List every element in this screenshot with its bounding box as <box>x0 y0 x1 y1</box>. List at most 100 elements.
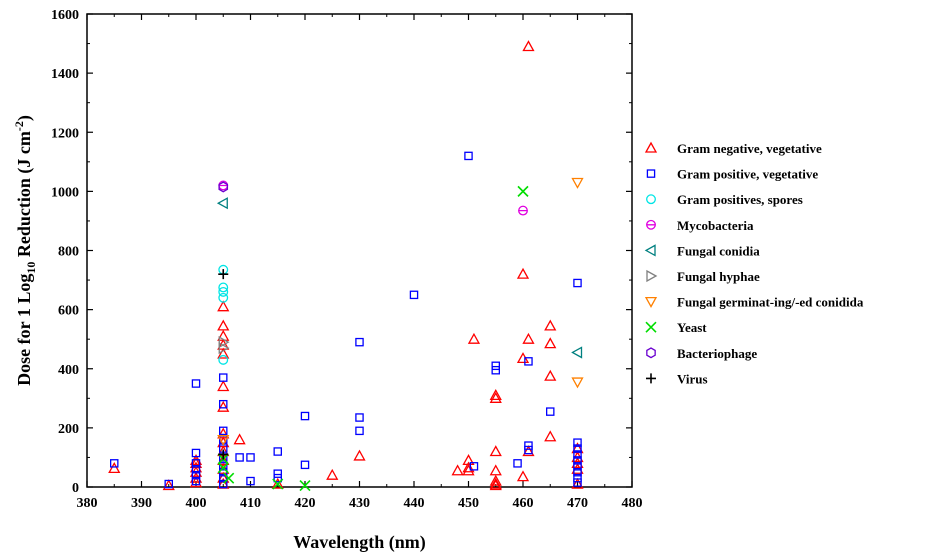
data-point <box>218 336 230 349</box>
data-point <box>271 477 284 489</box>
data-point <box>544 430 557 442</box>
x-tick-label: 380 <box>77 496 98 511</box>
series-6 <box>218 336 230 355</box>
data-point <box>233 433 246 445</box>
data-point <box>489 477 502 489</box>
legend-label: Fungal hyphae <box>677 269 760 284</box>
data-point <box>524 441 533 450</box>
data-point <box>571 377 584 389</box>
y-tick-label: 200 <box>58 422 79 437</box>
data-point <box>462 454 475 466</box>
data-point <box>571 177 584 189</box>
x-tick-label: 410 <box>240 496 261 511</box>
data-point <box>191 470 201 480</box>
legend-entry: Fungal germinat-ing/-ed conidida <box>644 295 864 310</box>
y-axis-title: Dose for 1 Log10 Reduction (J cm-2) <box>12 115 38 386</box>
data-point <box>571 477 584 489</box>
legend-marker <box>644 296 658 308</box>
data-point <box>489 389 502 401</box>
legend-entry: Fungal conidia <box>644 243 760 258</box>
data-point <box>489 445 502 457</box>
series-4 <box>218 180 528 216</box>
series-7 <box>217 177 584 447</box>
data-point <box>218 341 230 355</box>
x-tick-label: 470 <box>567 496 588 511</box>
data-point <box>218 269 229 280</box>
data-point <box>573 456 582 465</box>
data-point <box>355 426 364 436</box>
data-point <box>489 464 502 476</box>
legend-label: Yeast <box>677 320 707 335</box>
data-point <box>516 267 530 279</box>
legend: Gram negative, vegetative Gram positive, … <box>644 141 864 386</box>
legend-label: Bacteriophage <box>677 346 757 361</box>
data-point <box>517 185 529 197</box>
x-axis-title: Wavelength (nm) <box>293 532 426 553</box>
legend-entry: Fungal hyphae <box>646 269 760 284</box>
y-axis-title-part: ) <box>14 115 35 121</box>
data-point <box>451 464 464 476</box>
y-axis-title-superscript: -2 <box>12 121 26 131</box>
series-10 <box>218 269 229 460</box>
data-point <box>300 411 310 421</box>
y-tick-label: 1400 <box>51 67 79 82</box>
data-point <box>218 449 229 460</box>
data-point <box>573 467 582 477</box>
data-point <box>524 357 533 366</box>
data-point <box>299 479 311 492</box>
data-point <box>516 470 530 482</box>
data-point <box>273 469 282 478</box>
data-point <box>217 347 230 359</box>
legend-label: Gram positive, vegetative <box>677 167 818 182</box>
data-point <box>235 453 244 462</box>
data-point <box>573 478 582 487</box>
data-point <box>491 365 500 375</box>
legend-entry: Yeast <box>645 320 707 335</box>
data-point <box>218 292 229 303</box>
data-point <box>217 319 230 331</box>
x-tick-label: 420 <box>295 496 316 511</box>
legend-entry: Gram positives, spores <box>646 192 803 207</box>
x-tick-label: 440 <box>404 496 425 511</box>
plot-frame <box>86 13 633 488</box>
data-point <box>573 462 582 471</box>
data-point <box>467 332 481 344</box>
y-tick-label: 1600 <box>51 8 79 23</box>
data-point <box>223 472 235 484</box>
data-point <box>218 479 228 489</box>
data-point <box>573 473 582 483</box>
data-point <box>571 346 583 359</box>
data-point <box>191 476 201 486</box>
data-point <box>522 40 535 52</box>
data-point <box>217 435 230 447</box>
data-point <box>110 459 119 468</box>
series-1 <box>108 40 584 491</box>
data-point <box>218 286 229 297</box>
legend-entry: Gram negative, vegetative <box>644 141 822 156</box>
legend-marker <box>645 321 657 333</box>
x-tick-label: 460 <box>513 496 534 511</box>
data-point <box>246 476 255 486</box>
data-point <box>217 462 229 474</box>
data-point <box>218 473 228 483</box>
data-point <box>522 445 535 457</box>
data-point <box>191 465 201 474</box>
data-point <box>355 413 364 422</box>
y-tick-label: 0 <box>72 481 79 496</box>
legend-entry: Gram positive, vegetative <box>646 167 818 182</box>
legend-label: Fungal germinat-ing/-ed conidida <box>677 295 864 310</box>
legend-marker <box>646 269 658 283</box>
data-point <box>218 399 228 409</box>
data-point <box>218 282 229 293</box>
data-point <box>300 460 310 470</box>
data-point <box>191 448 201 458</box>
legend-marker <box>646 373 656 384</box>
data-point <box>544 337 557 349</box>
legend-marker <box>646 347 656 359</box>
data-point <box>162 479 175 491</box>
y-axis-title-part: Reduction (J cm <box>14 131 35 261</box>
data-point <box>218 181 229 193</box>
data-point <box>355 337 364 347</box>
series-3 <box>218 264 229 365</box>
data-point <box>189 476 203 488</box>
